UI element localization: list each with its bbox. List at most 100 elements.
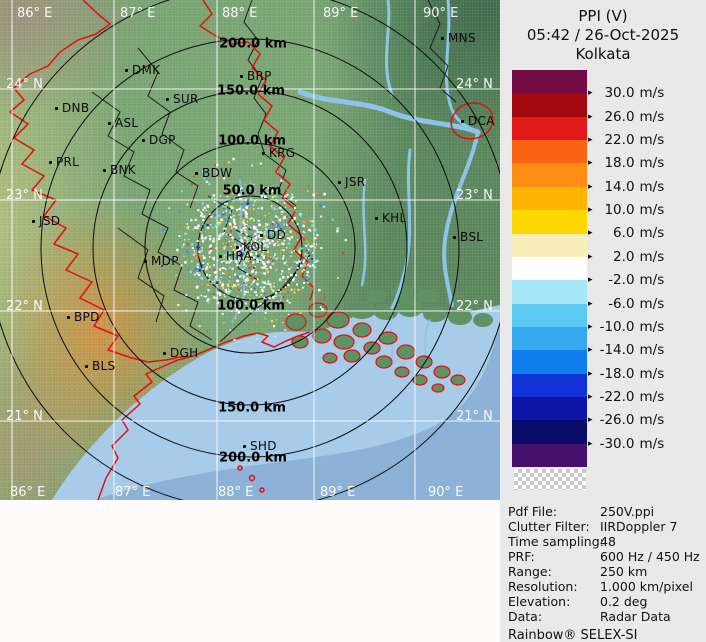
tick-value: -22.0 xyxy=(599,388,635,405)
tick-value: 14.0 xyxy=(604,178,635,195)
tick-value: 22.0 xyxy=(604,132,635,149)
colorbar-band xyxy=(512,326,587,351)
metadata-value: 48 xyxy=(600,534,616,549)
colorbar-band xyxy=(512,116,587,141)
colorbar-tick: ▸ 2.0 m/s xyxy=(588,249,664,265)
metadata-row: Clutter Filter: IIRDoppler 7 xyxy=(508,519,702,534)
tick-unit: m/s xyxy=(639,178,665,195)
map-overlay-graphics xyxy=(0,0,500,500)
tick-arrow-icon: ▸ xyxy=(588,275,593,286)
tick-unit: m/s xyxy=(639,388,665,405)
tick-arrow-icon: ▸ xyxy=(588,415,593,426)
tick-value: 2.0 xyxy=(613,248,635,265)
tick-unit: m/s xyxy=(639,272,665,289)
metadata-value: Radar Data xyxy=(600,609,671,624)
bottom-blank-area xyxy=(0,500,500,642)
colorbar-band xyxy=(512,420,587,444)
product-datetime: 05:42 / 26-Oct-2025 xyxy=(526,26,680,44)
tick-value: 10.0 xyxy=(604,202,635,219)
radar-echoes xyxy=(156,157,347,343)
tick-unit: m/s xyxy=(639,412,665,429)
tick-value: -30.0 xyxy=(599,435,635,452)
district-borders xyxy=(91,0,457,343)
tick-arrow-icon: ▸ xyxy=(588,205,593,216)
no-data-checker-swatch xyxy=(514,469,586,490)
tick-unit: m/s xyxy=(639,248,665,265)
tick-value: -2.0 xyxy=(608,272,635,289)
colorbar-band xyxy=(512,280,587,304)
metadata-row: Range: 250 km xyxy=(508,564,702,579)
colorbar-band xyxy=(512,233,587,257)
colorbar-band xyxy=(512,210,587,234)
tick-value: -10.0 xyxy=(599,318,635,335)
colorbar-band xyxy=(512,186,587,211)
metadata-label: Range: xyxy=(508,564,552,579)
metadata-value: 0.2 deg xyxy=(600,594,648,609)
metadata-label: PRF: xyxy=(508,549,535,564)
tick-value: -18.0 xyxy=(599,365,635,382)
colorbar-band xyxy=(512,397,587,421)
tick-arrow-icon: ▸ xyxy=(588,391,593,402)
latlon-grid xyxy=(0,0,500,500)
metadata-value: 1.000 km/pixel xyxy=(600,579,693,594)
metadata-row: Resolution: 1.000 km/pixel xyxy=(508,579,702,594)
colorbar-tick: ▸ -10.0 m/s xyxy=(588,319,664,335)
colorbar-band xyxy=(512,70,587,94)
colorbar-tick: ▸ 30.0 m/s xyxy=(588,85,664,101)
colorbar-band xyxy=(512,350,587,374)
colorbar-band xyxy=(512,373,587,398)
velocity-colorbar xyxy=(512,70,587,468)
colorbar-band xyxy=(512,303,587,327)
legend-panel: PPI (V) 05:42 / 26-Oct-2025 Kolkata ▸ 30.… xyxy=(500,0,706,642)
tick-value: -26.0 xyxy=(599,412,635,429)
colorbar-band xyxy=(512,93,587,117)
metadata-value: IIRDoppler 7 xyxy=(600,519,678,534)
colorbar-band xyxy=(512,140,587,164)
colorbar-tick: ▸ 26.0 m/s xyxy=(588,109,664,125)
tick-unit: m/s xyxy=(639,318,665,335)
colorbar-tick: ▸ -18.0 m/s xyxy=(588,366,664,382)
colorbar-band xyxy=(512,443,587,468)
tick-arrow-icon: ▸ xyxy=(588,438,593,449)
tick-arrow-icon: ▸ xyxy=(588,368,593,379)
metadata-row: Pdf File: 250V.ppi xyxy=(508,504,702,519)
tick-arrow-icon: ▸ xyxy=(588,251,593,262)
product-header: PPI (V) 05:42 / 26-Oct-2025 Kolkata xyxy=(500,7,706,64)
tick-unit: m/s xyxy=(639,342,665,359)
radar-map: 86° E 87° E 88° E 89° E 90° E 86° E 87° E 88° E… xyxy=(0,0,500,500)
tick-arrow-icon: ▸ xyxy=(588,298,593,309)
tick-unit: m/s xyxy=(639,435,665,452)
tick-value: 30.0 xyxy=(604,85,635,102)
metadata-label: Clutter Filter: xyxy=(508,519,590,534)
tick-value: -6.0 xyxy=(608,295,635,312)
tick-unit: m/s xyxy=(639,202,665,219)
colorbar-tick: ▸ 14.0 m/s xyxy=(588,179,664,195)
metadata-value: 250 km xyxy=(600,564,648,579)
tick-arrow-icon: ▸ xyxy=(588,135,593,146)
tick-arrow-icon: ▸ xyxy=(588,88,593,99)
tick-arrow-icon: ▸ xyxy=(588,181,593,192)
tick-arrow-icon: ▸ xyxy=(588,321,593,332)
product-metadata: Pdf File: 250V.ppi Clutter Filter: IIRDoppl… xyxy=(508,504,702,642)
tick-unit: m/s xyxy=(639,108,665,125)
colorbar-tick: ▸ 10.0 m/s xyxy=(588,202,664,218)
tick-unit: m/s xyxy=(639,365,665,382)
metadata-label: Time sampling: xyxy=(508,534,604,549)
metadata-value: 250V.ppi xyxy=(600,504,655,519)
sundarban-islands xyxy=(285,302,466,393)
tick-unit: m/s xyxy=(639,295,665,312)
metadata-label: Pdf File: xyxy=(508,504,557,519)
software-brand: Rainbow® SELEX-SI xyxy=(508,628,638,642)
colorbar-tick: ▸ -6.0 m/s xyxy=(588,296,664,312)
metadata-row: PRF: 600 Hz / 450 Hz xyxy=(508,549,702,564)
product-title: PPI (V) xyxy=(578,7,628,25)
tick-arrow-icon: ▸ xyxy=(588,158,593,169)
tick-unit: m/s xyxy=(639,132,665,149)
colorbar-tick: ▸ -2.0 m/s xyxy=(588,272,664,288)
deep-sea-area xyxy=(95,320,500,500)
state-borders xyxy=(9,0,494,500)
colorbar-tick: ▸ -14.0 m/s xyxy=(588,342,664,358)
tick-arrow-icon: ▸ xyxy=(588,345,593,356)
metadata-label: Data: xyxy=(508,609,543,624)
